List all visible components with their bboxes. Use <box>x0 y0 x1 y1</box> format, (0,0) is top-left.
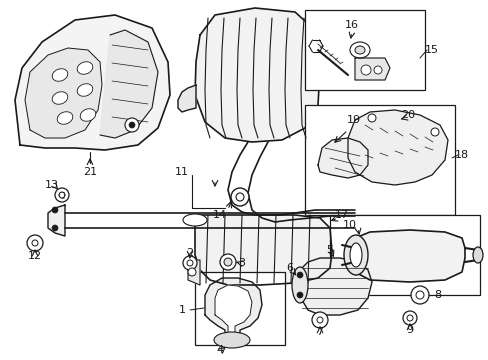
Ellipse shape <box>57 112 73 124</box>
Text: 8: 8 <box>433 290 441 300</box>
Text: 18: 18 <box>454 150 468 160</box>
Polygon shape <box>215 285 251 338</box>
Ellipse shape <box>214 332 249 348</box>
Text: 11: 11 <box>175 167 189 177</box>
Circle shape <box>402 311 416 325</box>
Polygon shape <box>100 30 158 138</box>
Text: 19: 19 <box>346 115 360 125</box>
Ellipse shape <box>472 247 482 263</box>
Circle shape <box>406 315 412 321</box>
Text: 2: 2 <box>186 248 193 258</box>
Ellipse shape <box>80 109 96 121</box>
Circle shape <box>187 268 196 276</box>
Text: 15: 15 <box>424 45 438 55</box>
Bar <box>195 272 285 345</box>
Ellipse shape <box>77 62 93 74</box>
Ellipse shape <box>349 42 369 58</box>
Polygon shape <box>48 205 65 236</box>
Text: 12: 12 <box>28 251 42 261</box>
Polygon shape <box>195 215 331 285</box>
Circle shape <box>186 260 193 266</box>
Ellipse shape <box>354 46 364 54</box>
Text: 17: 17 <box>334 210 348 220</box>
Circle shape <box>236 193 244 201</box>
Ellipse shape <box>349 243 361 267</box>
Text: 1: 1 <box>178 305 185 315</box>
Text: 14: 14 <box>212 210 226 220</box>
Ellipse shape <box>183 214 206 226</box>
Ellipse shape <box>52 92 68 104</box>
Bar <box>305 105 454 215</box>
Text: 16: 16 <box>345 20 358 30</box>
Polygon shape <box>15 15 170 150</box>
Circle shape <box>316 317 323 323</box>
Circle shape <box>296 292 303 298</box>
Text: 9: 9 <box>406 325 413 335</box>
Circle shape <box>220 254 236 270</box>
Text: 10: 10 <box>342 220 356 230</box>
Text: 5: 5 <box>326 245 333 255</box>
Circle shape <box>410 286 428 304</box>
Ellipse shape <box>52 69 68 81</box>
Polygon shape <box>347 110 447 185</box>
Polygon shape <box>178 85 196 112</box>
Polygon shape <box>195 8 319 142</box>
Ellipse shape <box>77 84 93 96</box>
Polygon shape <box>187 260 200 285</box>
Circle shape <box>224 258 231 266</box>
Text: 3: 3 <box>238 258 245 268</box>
Polygon shape <box>317 138 367 178</box>
Circle shape <box>296 272 303 278</box>
Polygon shape <box>302 258 371 315</box>
Polygon shape <box>25 48 102 138</box>
Circle shape <box>129 122 135 128</box>
Circle shape <box>52 207 58 213</box>
Bar <box>329 215 479 295</box>
Text: 7: 7 <box>316 327 323 337</box>
Polygon shape <box>354 230 464 282</box>
Ellipse shape <box>360 65 370 75</box>
Text: 4: 4 <box>216 345 223 355</box>
Text: 13: 13 <box>45 180 59 190</box>
Ellipse shape <box>373 66 381 74</box>
Polygon shape <box>354 58 389 80</box>
Circle shape <box>59 192 65 198</box>
Circle shape <box>415 291 423 299</box>
Text: 6: 6 <box>286 263 293 273</box>
Circle shape <box>125 118 139 132</box>
Circle shape <box>52 225 58 231</box>
Circle shape <box>183 256 197 270</box>
Text: 21: 21 <box>83 167 97 177</box>
Circle shape <box>27 235 43 251</box>
Circle shape <box>430 128 438 136</box>
Circle shape <box>311 312 327 328</box>
Ellipse shape <box>291 267 307 303</box>
Circle shape <box>230 188 248 206</box>
Text: 20: 20 <box>400 110 414 120</box>
Circle shape <box>32 240 38 246</box>
Ellipse shape <box>343 235 367 275</box>
Polygon shape <box>204 278 262 340</box>
Circle shape <box>367 114 375 122</box>
Bar <box>305 10 424 90</box>
Circle shape <box>55 188 69 202</box>
